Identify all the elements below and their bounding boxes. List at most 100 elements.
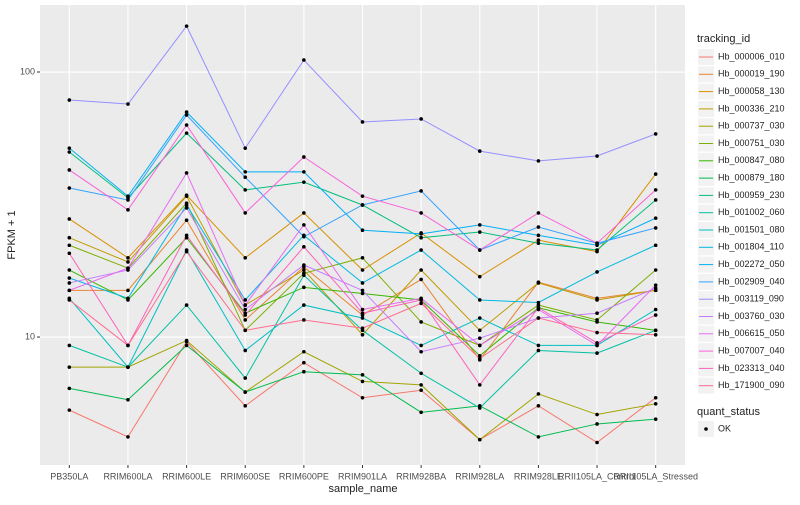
data-point — [536, 392, 541, 396]
legend-label: Hb_002909_040 — [718, 276, 785, 286]
data-point — [595, 330, 599, 335]
legend-label: Hb_023313_040 — [718, 363, 785, 373]
data-point — [302, 58, 306, 62]
x-tick-label: RRII105LA_Stressed — [613, 471, 698, 481]
data-point — [419, 383, 423, 387]
data-point — [184, 338, 189, 343]
x-tick-label: RRII105LA_Control — [558, 471, 636, 481]
data-point — [302, 180, 306, 184]
data-point — [477, 437, 482, 442]
data-point — [536, 211, 541, 215]
x-tick-label: PB350LA — [50, 471, 88, 481]
x-axis-title: sample_name — [328, 483, 397, 495]
data-point — [419, 301, 423, 306]
data-point — [595, 311, 599, 316]
data-point — [360, 307, 365, 312]
data-point — [653, 243, 658, 248]
data-point — [653, 395, 658, 400]
data-point — [184, 249, 189, 254]
legend-label: Hb_001501_080 — [718, 224, 785, 234]
legend-label: Hb_000751_030 — [718, 138, 785, 148]
y-tick-label: 100 — [20, 66, 35, 76]
data-point — [184, 233, 189, 238]
data-point — [67, 268, 72, 272]
data-point — [653, 328, 658, 333]
legend-title: tracking_id — [697, 33, 750, 45]
data-point — [243, 170, 248, 174]
data-point — [477, 343, 482, 348]
data-point — [302, 155, 306, 159]
data-point — [360, 281, 365, 285]
data-point — [67, 343, 72, 348]
data-point — [653, 417, 658, 421]
data-point — [67, 98, 72, 102]
data-point — [653, 216, 658, 220]
data-point — [126, 102, 130, 106]
data-point — [536, 300, 541, 305]
data-point — [360, 291, 365, 296]
data-point — [243, 307, 248, 312]
data-point — [536, 238, 541, 242]
data-point — [419, 117, 423, 121]
data-point — [126, 343, 130, 348]
data-point — [360, 288, 365, 293]
data-point — [184, 343, 189, 348]
data-point — [184, 203, 189, 207]
data-point — [536, 316, 541, 320]
data-point — [477, 406, 482, 410]
data-point — [126, 397, 130, 402]
data-point — [360, 379, 365, 384]
data-point — [302, 360, 306, 365]
data-point — [67, 298, 72, 302]
data-point — [595, 248, 599, 252]
data-point — [184, 24, 189, 28]
data-point — [67, 288, 72, 293]
y-axis-title: FPKM + 1 — [6, 210, 18, 259]
data-point — [302, 318, 306, 322]
data-point — [536, 241, 541, 245]
x-tick-label: RRIM901LA — [338, 471, 387, 481]
data-point — [243, 146, 248, 150]
data-point — [360, 326, 365, 330]
data-point — [595, 440, 599, 445]
data-point — [360, 194, 365, 198]
data-point — [360, 332, 365, 337]
data-point — [243, 313, 248, 317]
data-point — [126, 266, 130, 270]
data-point — [67, 276, 72, 280]
legend-label: Hb_002272_050 — [718, 259, 785, 269]
data-point — [126, 365, 130, 369]
data-point — [360, 316, 365, 320]
data-point — [67, 408, 72, 412]
data-point — [126, 256, 130, 260]
legend-label: Hb_000737_030 — [718, 121, 785, 131]
legend-label: Hb_000336_210 — [718, 103, 785, 113]
data-point — [360, 120, 365, 124]
data-point — [536, 404, 541, 408]
data-point — [595, 270, 599, 274]
legend-label: Hb_171900_090 — [718, 380, 785, 390]
legend-label: Hb_000058_130 — [718, 86, 785, 96]
data-point — [536, 343, 541, 348]
data-point — [184, 123, 189, 127]
x-tick-label: RRIM600SE — [220, 471, 270, 481]
data-point — [67, 217, 72, 221]
data-point — [126, 296, 130, 301]
data-point — [419, 248, 423, 252]
data-point — [419, 298, 423, 302]
data-point — [126, 208, 130, 212]
data-point — [302, 223, 306, 227]
data-point — [536, 159, 541, 163]
data-point — [653, 268, 658, 272]
data-point — [653, 313, 658, 317]
data-point — [477, 149, 482, 153]
data-point — [67, 150, 72, 154]
data-point — [595, 351, 599, 355]
data-point — [302, 273, 306, 278]
data-point — [243, 404, 248, 408]
data-point — [184, 303, 189, 307]
legend-label: OK — [718, 423, 731, 433]
x-tick-label: RRIM928LE — [514, 471, 563, 481]
data-point — [184, 206, 189, 210]
data-point — [243, 175, 248, 179]
